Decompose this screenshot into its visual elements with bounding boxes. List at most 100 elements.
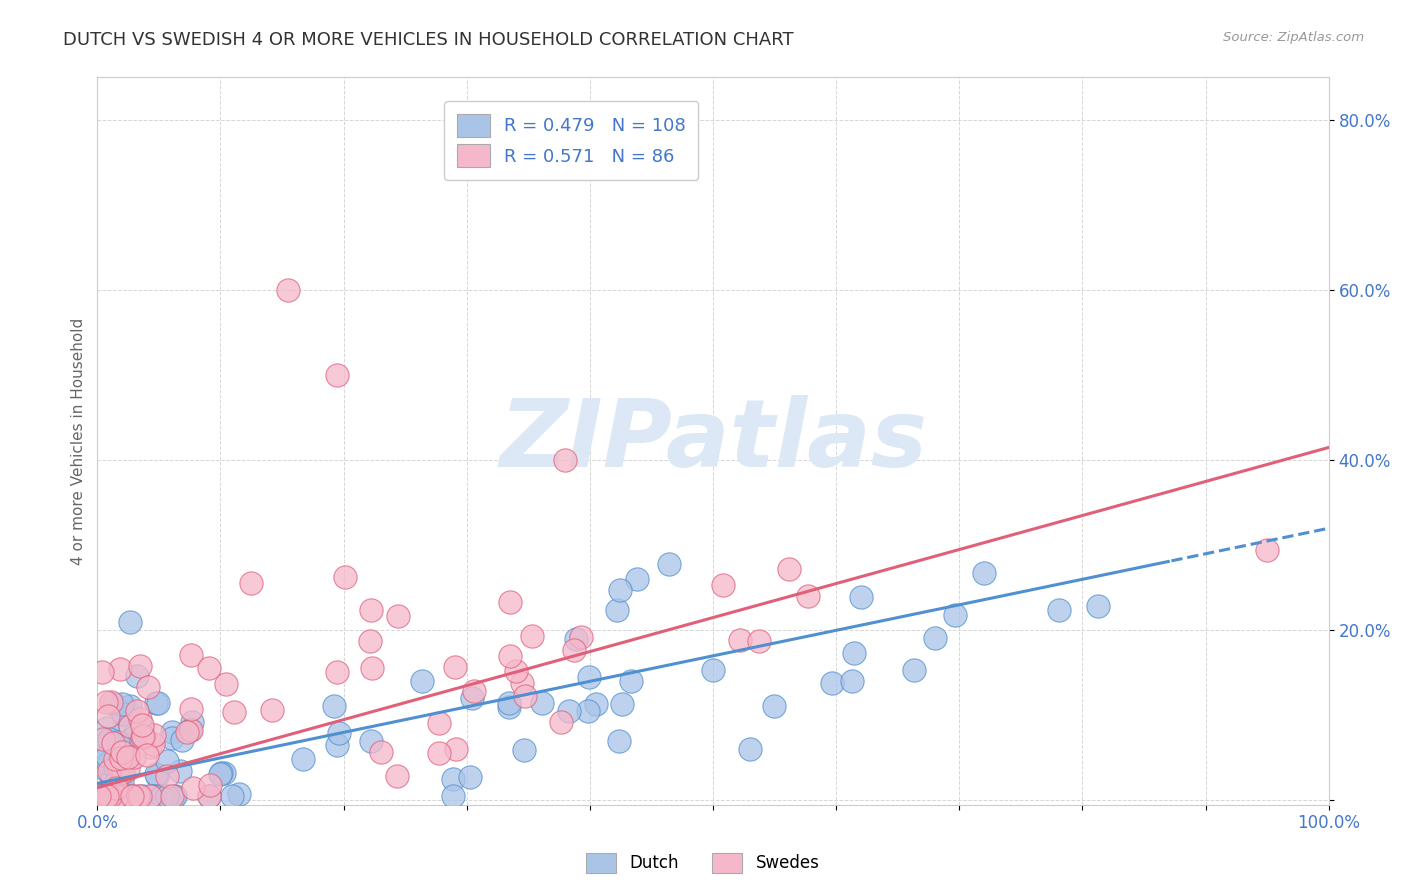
Point — [513, 689, 536, 703]
Text: DUTCH VS SWEDISH 4 OR MORE VEHICLES IN HOUSEHOLD CORRELATION CHART: DUTCH VS SWEDISH 4 OR MORE VEHICLES IN H… — [63, 31, 794, 49]
Point — [564, 632, 586, 646]
Point — [114, 716, 136, 731]
Point — [96, 722, 118, 736]
Point — [797, 589, 820, 603]
Point — [122, 731, 145, 745]
Point — [127, 789, 149, 804]
Point — [821, 676, 844, 690]
Point — [169, 764, 191, 778]
Point — [778, 562, 800, 576]
Point — [107, 789, 129, 804]
Point — [198, 661, 221, 675]
Point — [105, 775, 128, 789]
Point — [520, 629, 543, 643]
Point — [328, 726, 350, 740]
Point — [96, 789, 118, 804]
Point — [441, 772, 464, 786]
Point — [103, 752, 125, 766]
Point — [129, 789, 152, 804]
Point — [370, 746, 392, 760]
Point — [122, 789, 145, 804]
Point — [609, 733, 631, 747]
Point — [91, 789, 114, 804]
Point — [728, 633, 751, 648]
Point — [98, 789, 121, 804]
Point — [145, 696, 167, 710]
Y-axis label: 4 or more Vehicles in Household: 4 or more Vehicles in Household — [72, 318, 86, 565]
Point — [94, 789, 117, 804]
Point — [118, 698, 141, 713]
Point — [114, 785, 136, 799]
Point — [93, 789, 115, 804]
Point — [146, 697, 169, 711]
Point — [214, 765, 236, 780]
Point — [181, 781, 204, 796]
Point — [260, 703, 283, 717]
Point — [333, 570, 356, 584]
Point — [118, 789, 141, 804]
Point — [114, 752, 136, 766]
Point — [360, 661, 382, 675]
Point — [108, 662, 131, 676]
Point — [211, 766, 233, 780]
Point — [101, 736, 124, 750]
Point — [156, 754, 179, 768]
Point — [498, 696, 520, 710]
Point — [360, 603, 382, 617]
Point — [91, 789, 114, 804]
Point — [111, 765, 134, 780]
Point — [240, 576, 263, 591]
Point — [170, 733, 193, 747]
Text: Source: ZipAtlas.com: Source: ZipAtlas.com — [1223, 31, 1364, 45]
Point — [110, 751, 132, 765]
Point — [121, 731, 143, 746]
Point — [163, 789, 186, 804]
Point — [463, 684, 485, 698]
Point — [131, 718, 153, 732]
Point — [530, 696, 553, 710]
Point — [427, 746, 450, 760]
Point — [323, 698, 346, 713]
Point — [145, 769, 167, 783]
Point — [111, 773, 134, 788]
Point — [136, 680, 159, 694]
Point — [105, 780, 128, 795]
Point — [107, 735, 129, 749]
Point — [142, 789, 165, 804]
Point — [100, 789, 122, 804]
Point — [131, 730, 153, 744]
Point — [131, 729, 153, 743]
Point — [163, 789, 186, 804]
Point — [120, 789, 142, 804]
Point — [117, 789, 139, 804]
Point — [112, 746, 135, 760]
Point — [96, 749, 118, 764]
Point — [748, 634, 770, 648]
Point — [550, 714, 572, 729]
Point — [160, 731, 183, 745]
Point — [97, 731, 120, 746]
Point — [111, 764, 134, 779]
Point — [444, 742, 467, 756]
Point — [100, 770, 122, 784]
Point — [120, 615, 142, 629]
Point — [277, 283, 299, 297]
Point — [98, 734, 121, 748]
Point — [91, 731, 114, 746]
Point — [458, 771, 481, 785]
Point — [91, 789, 114, 804]
Point — [120, 789, 142, 804]
Point — [208, 766, 231, 780]
Point — [499, 595, 522, 609]
Point — [576, 704, 599, 718]
Point — [129, 712, 152, 726]
Point — [145, 767, 167, 781]
Point — [111, 697, 134, 711]
Point — [441, 789, 464, 804]
Point — [89, 789, 111, 804]
Point — [228, 787, 250, 801]
Point — [292, 751, 315, 765]
Point — [558, 704, 581, 718]
Point — [156, 768, 179, 782]
Point — [114, 789, 136, 804]
